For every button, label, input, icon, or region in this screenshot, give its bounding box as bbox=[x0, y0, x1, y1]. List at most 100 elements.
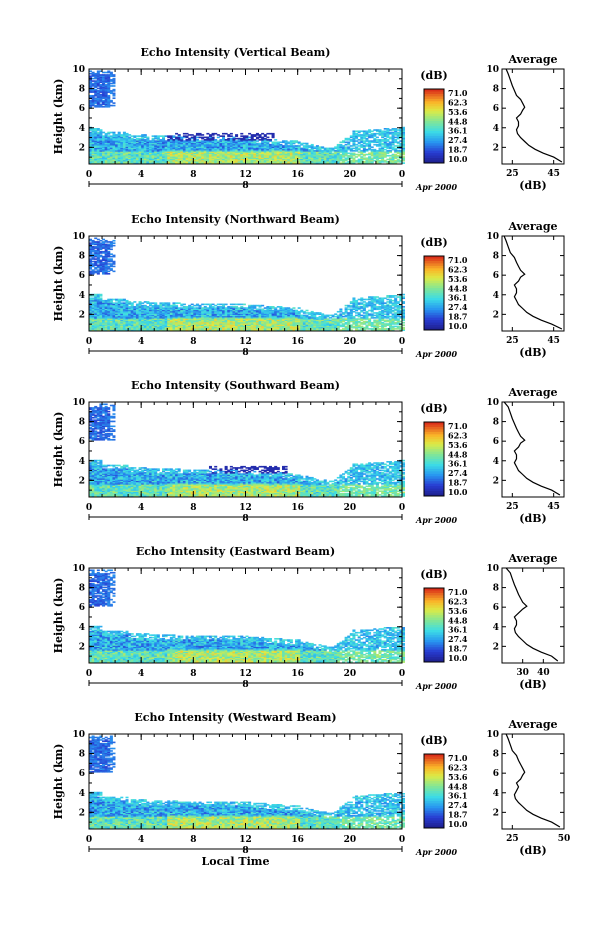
colorbar-swatch bbox=[424, 754, 444, 757]
y-tick-label: 6 bbox=[79, 104, 85, 114]
x-tick-label: 0 bbox=[86, 503, 92, 513]
heatmap-cells bbox=[89, 735, 406, 829]
profile-y-tick-label: 10 bbox=[486, 564, 499, 574]
colorbar-swatch bbox=[424, 273, 444, 277]
colorbar-tick-label: 10.0 bbox=[448, 154, 468, 164]
colorbar-swatch bbox=[424, 263, 444, 267]
colorbar-swatch bbox=[424, 451, 444, 455]
y-tick-label: 6 bbox=[79, 603, 85, 613]
colorbar-swatch bbox=[424, 756, 444, 760]
colorbar-swatch bbox=[424, 268, 444, 272]
colorbar-swatch bbox=[424, 825, 444, 829]
colorbar-tick-label: 44.8 bbox=[448, 615, 468, 625]
x-tick-label: 12 bbox=[239, 835, 252, 845]
colorbar-swatch bbox=[424, 290, 444, 294]
colorbar-swatch bbox=[424, 111, 444, 115]
profile-x-tick-label: 45 bbox=[547, 336, 560, 346]
colorbar-swatch bbox=[424, 486, 444, 490]
colorbar-tick-label: 71.0 bbox=[448, 255, 468, 265]
colorbar-swatch bbox=[424, 466, 444, 470]
colorbar-tick-label: 44.8 bbox=[448, 781, 468, 791]
profile-y-tick-label: 2 bbox=[493, 143, 499, 153]
y-tick-label: 2 bbox=[79, 476, 85, 486]
x-tick-label: 0 bbox=[399, 835, 405, 845]
x-tick-label: 8 bbox=[190, 835, 196, 845]
colorbar-tick-label: 36.1 bbox=[448, 625, 467, 635]
profile-y-tick-label: 2 bbox=[493, 310, 499, 320]
colorbar-tick-label: 18.7 bbox=[448, 644, 467, 654]
colorbar-swatch bbox=[424, 160, 444, 164]
colorbar-swatch bbox=[424, 138, 444, 142]
y-tick-label: 4 bbox=[79, 789, 85, 799]
colorbar-swatch bbox=[424, 625, 444, 628]
profile-y-tick-label: 6 bbox=[493, 437, 499, 447]
x-tick-label: 8 bbox=[190, 337, 196, 347]
colorbar-swatch bbox=[424, 126, 444, 129]
colorbar-swatch bbox=[424, 103, 444, 107]
colorbar-swatch bbox=[424, 315, 444, 319]
colorbar-swatch bbox=[424, 605, 444, 609]
x-tick-label: 8 bbox=[190, 669, 196, 679]
colorbar-swatch bbox=[424, 491, 444, 495]
colorbar-swatch bbox=[424, 637, 444, 641]
colorbar-swatch bbox=[424, 293, 444, 296]
date-label: Apr 2000 bbox=[415, 182, 458, 192]
colorbar-unit: (dB) bbox=[420, 734, 447, 747]
colorbar-swatch bbox=[424, 312, 444, 316]
colorbar-swatch bbox=[424, 795, 444, 799]
colorbar-swatch bbox=[424, 620, 444, 624]
colorbar-swatch bbox=[424, 805, 444, 809]
colorbar-swatch bbox=[424, 310, 444, 314]
x-tick-label: 4 bbox=[138, 669, 144, 679]
profile-frame bbox=[501, 401, 565, 498]
x-tick-label: 0 bbox=[86, 170, 92, 180]
colorbar-tick-label: 44.8 bbox=[448, 283, 468, 293]
date-label: Apr 2000 bbox=[415, 349, 458, 359]
colorbar-swatch bbox=[424, 96, 444, 100]
colorbar-swatch bbox=[424, 140, 444, 144]
profile-y-tick-label: 10 bbox=[486, 232, 499, 242]
colorbar-swatch bbox=[424, 476, 444, 480]
colorbar-swatch bbox=[424, 158, 444, 162]
colorbar-swatch bbox=[424, 761, 444, 765]
colorbar-swatch bbox=[424, 471, 444, 475]
colorbar-swatch bbox=[424, 436, 444, 440]
colorbar-swatch bbox=[424, 422, 444, 425]
heatmap-cells bbox=[89, 569, 406, 663]
colorbar-swatch bbox=[424, 327, 444, 331]
colorbar-tick-label: 53.6 bbox=[448, 440, 468, 450]
heatmap-title: Echo Intensity (Eastward Beam) bbox=[136, 545, 335, 558]
colorbar-tick-label: 44.8 bbox=[448, 116, 468, 126]
colorbar-swatch bbox=[424, 434, 444, 438]
profile-y-tick-label: 8 bbox=[493, 750, 499, 760]
profile-y-tick-label: 4 bbox=[493, 291, 499, 301]
y-tick-label: 4 bbox=[79, 291, 85, 301]
date-tick-label: 8 bbox=[242, 846, 248, 856]
colorbar-swatch bbox=[424, 150, 444, 154]
colorbar-swatch bbox=[424, 622, 444, 626]
colorbar-swatch bbox=[424, 488, 444, 492]
colorbar-swatch bbox=[424, 595, 444, 599]
colorbar-swatch bbox=[424, 639, 444, 643]
y-tick-label: 6 bbox=[79, 437, 85, 447]
colorbar-tick-label: 71.0 bbox=[448, 587, 468, 597]
profile-panel: Average 2 4 6 8 10 30 40(dB) bbox=[486, 552, 565, 691]
colorbar-tick-label: 18.7 bbox=[448, 478, 467, 488]
colorbar-frame bbox=[423, 255, 445, 331]
colorbar-swatch bbox=[424, 607, 444, 611]
y-tick-label: 4 bbox=[79, 623, 85, 633]
colorbar-swatch bbox=[424, 439, 444, 443]
colorbar-swatch bbox=[424, 256, 444, 259]
colorbar-swatch bbox=[424, 617, 444, 621]
colorbar-swatch bbox=[424, 317, 444, 321]
colorbar-tick-label: 18.7 bbox=[448, 312, 467, 322]
y-axis-label: Height (km) bbox=[52, 246, 65, 322]
colorbar-swatch bbox=[424, 116, 444, 120]
colorbar-swatch bbox=[424, 652, 444, 656]
x-tick-label: 0 bbox=[399, 669, 405, 679]
colorbar-swatch bbox=[424, 649, 444, 653]
profile-y-tick-label: 4 bbox=[493, 457, 499, 467]
colorbar-tick-label: 71.0 bbox=[448, 88, 468, 98]
colorbar-tick-label: 27.4 bbox=[448, 634, 468, 644]
colorbar-swatch bbox=[424, 818, 444, 822]
